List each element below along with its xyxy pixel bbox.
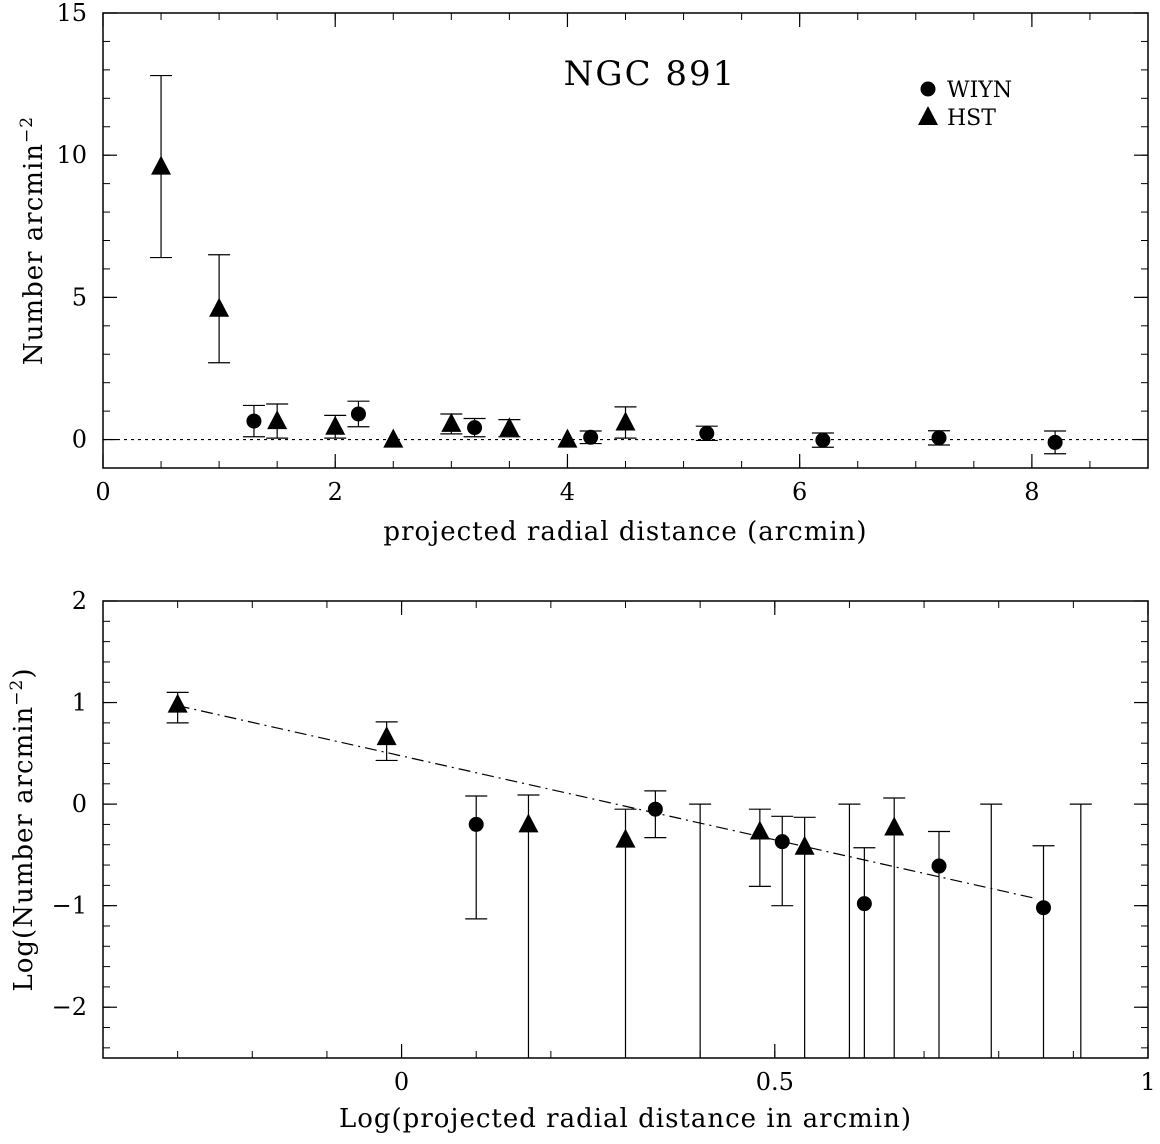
x-tick-label: 1	[1140, 1068, 1155, 1096]
hst-point	[267, 410, 288, 430]
hst-point	[518, 813, 539, 833]
wiyn-point	[699, 425, 715, 441]
hst-point	[615, 828, 636, 848]
wiyn-point	[583, 429, 599, 445]
y-tick-label: 5	[72, 283, 87, 311]
x-tick-label: 8	[1024, 478, 1039, 506]
hst-point	[884, 816, 905, 836]
y-axis-title-superscript: −2	[7, 679, 27, 706]
x-tick-label: 0	[95, 478, 110, 506]
wiyn-point	[246, 413, 262, 429]
wiyn-point	[468, 816, 484, 832]
x-tick-label: 0	[394, 1068, 409, 1096]
y-tick-label: −1	[52, 892, 87, 920]
bottom-panel: 0 0.5 1 −2 −1 0 1 2 Log(projected radial distanc…	[7, 587, 1156, 1134]
hst-point	[557, 428, 578, 448]
wiyn-point	[815, 432, 831, 448]
wiyn-point	[467, 420, 483, 436]
x-tick-label: 4	[560, 478, 575, 506]
wiyn-point	[931, 858, 947, 874]
hst-point	[615, 411, 636, 431]
wiyn-point	[931, 430, 947, 446]
wiyn-point	[774, 834, 790, 850]
legend-hst-marker	[918, 106, 938, 125]
legend-wiyn-marker	[920, 81, 936, 97]
y-tick-label: 0	[72, 426, 87, 454]
y-axis-title-superscript: −2	[17, 116, 37, 143]
hst-point	[376, 726, 397, 746]
y-axis-title-main: Number arcmin	[19, 143, 49, 365]
wiyn-point	[1036, 900, 1051, 916]
hst-point	[749, 820, 770, 840]
y-tick-label: 1	[72, 689, 87, 717]
wiyn-point	[647, 801, 663, 817]
y-axis-title: Number arcmin−2	[17, 116, 49, 365]
hst-point	[499, 417, 520, 437]
wiyn-point	[350, 406, 366, 422]
hst-point	[794, 835, 815, 855]
y-axis-title-main: Log(Number arcmin	[9, 706, 39, 992]
fit-line	[177, 705, 1037, 900]
y-tick-label: 15	[56, 0, 87, 27]
wiyn-point	[1047, 434, 1063, 450]
y-axis-title: Log(Number arcmin−2)	[7, 667, 39, 991]
chart-title: NGC 891	[564, 54, 737, 94]
top-panel: 0 2 4 6 8 0 5 10 15 projected radial distance (ar…	[17, 0, 1149, 547]
x-tick-label: 0.5	[756, 1068, 794, 1096]
y-tick-label: 0	[72, 790, 87, 818]
x-axis-title: Log(projected radial distance in arcmin)	[339, 1104, 912, 1134]
legend-hst-label: HST	[947, 106, 996, 131]
y-tick-label: 2	[72, 587, 87, 615]
hst-point	[209, 297, 230, 317]
hst-point	[441, 412, 462, 432]
y-tick-label: −2	[52, 993, 87, 1021]
legend-wiyn-label: WIYN	[947, 78, 1012, 103]
x-tick-label: 6	[792, 478, 807, 506]
hst-point	[383, 428, 404, 448]
x-axis-title: projected radial distance (arcmin)	[383, 517, 867, 547]
wiyn-point	[856, 896, 872, 912]
y-tick-label: 10	[56, 141, 87, 169]
hst-point	[167, 693, 188, 713]
hst-point	[151, 155, 172, 175]
x-tick-label: 2	[328, 478, 343, 506]
y-axis-title-suffix: )	[9, 667, 39, 678]
hst-point	[325, 415, 346, 435]
